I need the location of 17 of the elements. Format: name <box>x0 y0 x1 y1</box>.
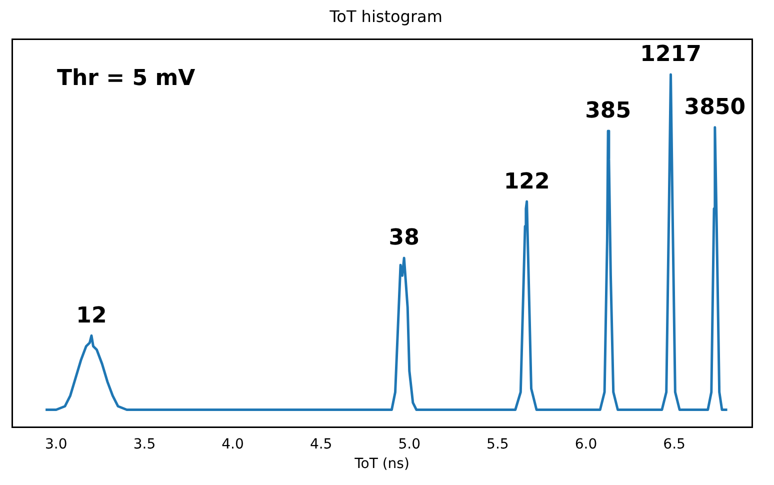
annotation: 122 <box>504 169 550 194</box>
annotation: Thr = 5 mV <box>57 66 196 91</box>
chart-title: ToT histogram <box>328 6 442 26</box>
x-tick-label: 5.5 <box>486 436 509 452</box>
annotation: 1217 <box>640 42 702 68</box>
annotation: 12 <box>76 303 107 328</box>
annotation: 3850 <box>684 95 746 120</box>
x-tick-label: 3.0 <box>45 436 68 452</box>
x-tick-label: 3.5 <box>133 436 156 452</box>
x-tick-label: 6.0 <box>574 436 598 452</box>
x-tick-label: 4.0 <box>222 436 244 452</box>
annotation: 38 <box>388 226 420 251</box>
annotation: 385 <box>585 98 632 124</box>
x-tick-label: 5.0 <box>398 436 421 452</box>
x-tick-label: 6.5 <box>663 436 686 452</box>
x-axis-title: ToT (ns) <box>354 456 410 472</box>
x-tick-label: 4.5 <box>310 436 332 452</box>
